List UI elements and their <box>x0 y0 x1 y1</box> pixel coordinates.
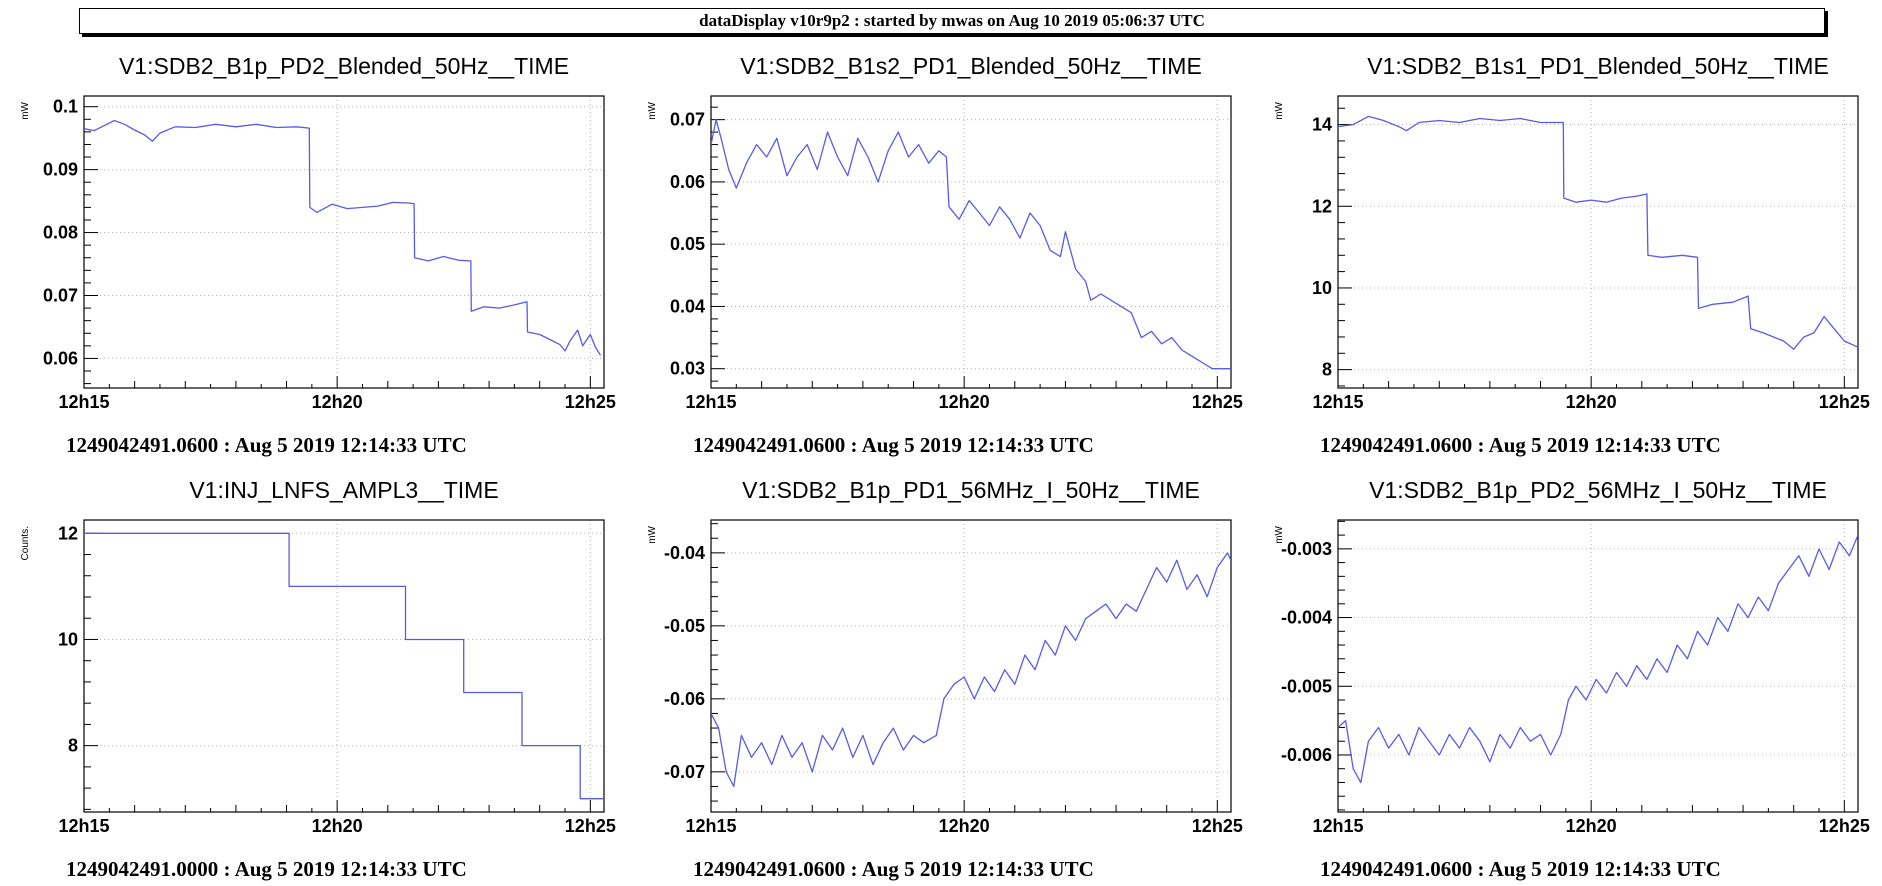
y-tick-label: -0.003 <box>1281 539 1332 559</box>
y-tick-label: 0.07 <box>43 285 78 305</box>
chart-panel: V1:INJ_LNFS_AMPL3__TIME Counts. 12h15 12h20… <box>0 462 627 886</box>
chart-svg: V1:SDB2_B1p_PD1_56MHz_I_50Hz__TIME mW 12h1… <box>647 477 1243 881</box>
x-tick-label: 12h15 <box>1312 392 1363 412</box>
y-tick-label: -0.06 <box>664 689 705 709</box>
series-line <box>711 552 1231 788</box>
gps-timestamp: 1249042491.0600 : Aug 5 2019 12:14:33 UT… <box>1320 433 1721 457</box>
x-tick-label: 12h25 <box>1819 392 1870 412</box>
x-tick-label: 12h20 <box>939 392 990 412</box>
plot-frame <box>1337 95 1859 389</box>
ticks <box>1337 107 1845 388</box>
plot-frame <box>1337 519 1859 813</box>
grid <box>83 96 604 388</box>
y-tick-label: 10 <box>58 629 78 649</box>
series-line <box>1338 115 1858 350</box>
plot-frame <box>710 519 1232 813</box>
y-tick-label: -0.05 <box>664 616 705 636</box>
y-tick-label: 10 <box>1312 278 1332 298</box>
gps-timestamp: 1249042491.0600 : Aug 5 2019 12:14:33 UT… <box>693 433 1094 457</box>
y-tick-label: 0.03 <box>670 359 705 379</box>
chart-panel: V1:SDB2_B1s1_PD1_Blended_50Hz__TIME mW 12h… <box>1254 38 1881 462</box>
y-tick-label: 0.06 <box>670 172 705 192</box>
y-tick-label: 0.04 <box>670 296 705 316</box>
x-tick-label: 12h20 <box>312 392 363 412</box>
x-tick-label: 12h20 <box>1566 392 1617 412</box>
header-title: dataDisplay v10r9p2 : started by mwas on… <box>699 11 1205 30</box>
series-line <box>711 119 1231 370</box>
chart-svg: V1:SDB2_B1s1_PD1_Blended_50Hz__TIME mW 12h… <box>1274 53 1870 457</box>
y-axis-unit-label: mW <box>647 525 658 543</box>
x-tick-label: 12h25 <box>1192 816 1243 836</box>
y-axis-unit-label: mW <box>1274 525 1285 543</box>
x-tick-label: 12h25 <box>565 392 616 412</box>
x-tick-label: 12h15 <box>1312 816 1363 836</box>
y-tick-label: -0.04 <box>664 543 705 563</box>
header-title-bar: dataDisplay v10r9p2 : started by mwas on… <box>79 8 1825 34</box>
chart-title: V1:SDB2_B1p_PD2_56MHz_I_50Hz__TIME <box>1369 477 1827 503</box>
series-line <box>1338 534 1858 784</box>
gps-timestamp: 1249042491.0000 : Aug 5 2019 12:14:33 UT… <box>66 857 467 881</box>
x-tick-label: 12h20 <box>939 816 990 836</box>
y-tick-label: 12 <box>1312 196 1332 216</box>
y-tick-label: 0.1 <box>53 97 78 117</box>
chart-svg: V1:SDB2_B1p_PD2_56MHz_I_50Hz__TIME mW 12h1… <box>1274 477 1870 881</box>
y-axis-unit-label: Counts. <box>20 526 31 560</box>
y-tick-label: 0.08 <box>43 223 78 243</box>
y-tick-label: 12 <box>58 523 78 543</box>
y-tick-label: -0.07 <box>664 762 705 782</box>
series-line <box>84 119 602 356</box>
y-tick-label: 14 <box>1312 115 1332 135</box>
y-tick-label: 0.05 <box>670 234 705 254</box>
chart-panel: V1:SDB2_B1p_PD2_56MHz_I_50Hz__TIME mW 12h1… <box>1254 462 1881 886</box>
x-tick-label: 12h20 <box>1566 816 1617 836</box>
x-tick-label: 12h25 <box>1819 816 1870 836</box>
grid <box>1337 520 1858 812</box>
ticks <box>710 106 1218 388</box>
gps-timestamp: 1249042491.0600 : Aug 5 2019 12:14:33 UT… <box>1320 857 1721 881</box>
chart-title: V1:SDB2_B1s2_PD1_Blended_50Hz__TIME <box>740 53 1202 79</box>
x-tick-label: 12h25 <box>565 816 616 836</box>
series-line <box>84 532 604 800</box>
chart-title: V1:SDB2_B1p_PD1_56MHz_I_50Hz__TIME <box>742 477 1200 503</box>
chart-panel: V1:SDB2_B1p_PD1_56MHz_I_50Hz__TIME mW 12h1… <box>627 462 1254 886</box>
x-tick-label: 12h25 <box>1192 392 1243 412</box>
y-tick-label: -0.004 <box>1281 608 1332 628</box>
chart-panel: V1:SDB2_B1p_PD2_Blended_50Hz__TIME mW 12h1… <box>0 38 627 462</box>
gps-timestamp: 1249042491.0600 : Aug 5 2019 12:14:33 UT… <box>66 433 467 457</box>
y-tick-label: 0.06 <box>43 348 78 368</box>
chart-svg: V1:SDB2_B1p_PD2_Blended_50Hz__TIME mW 12h1… <box>20 53 616 457</box>
y-axis-unit-label: mW <box>20 101 31 119</box>
x-tick-label: 12h15 <box>58 816 109 836</box>
y-tick-label: -0.005 <box>1281 676 1332 696</box>
y-tick-label: 8 <box>1322 360 1332 380</box>
x-tick-label: 12h15 <box>685 816 736 836</box>
grid <box>710 520 1231 812</box>
x-tick-label: 12h15 <box>685 392 736 412</box>
gps-timestamp: 1249042491.0600 : Aug 5 2019 12:14:33 UT… <box>693 857 1094 881</box>
x-tick-label: 12h20 <box>312 816 363 836</box>
chart-svg: V1:INJ_LNFS_AMPL3__TIME Counts. 12h15 12h20… <box>20 477 616 881</box>
chart-title: V1:INJ_LNFS_AMPL3__TIME <box>189 477 498 503</box>
y-axis-unit-label: mW <box>1274 101 1285 119</box>
chart-svg: V1:SDB2_B1s2_PD1_Blended_50Hz__TIME mW 12h… <box>647 53 1243 457</box>
chart-title: V1:SDB2_B1s1_PD1_Blended_50Hz__TIME <box>1367 53 1829 79</box>
plot-frame <box>83 95 605 389</box>
grid <box>1337 96 1858 388</box>
chart-panel: V1:SDB2_B1s2_PD1_Blended_50Hz__TIME mW 12h… <box>627 38 1254 462</box>
grid <box>83 520 604 812</box>
x-tick-label: 12h15 <box>58 392 109 412</box>
plot-frame <box>710 95 1232 389</box>
y-tick-label: 0.09 <box>43 160 78 180</box>
chart-title: V1:SDB2_B1p_PD2_Blended_50Hz__TIME <box>119 53 569 79</box>
y-tick-label: 8 <box>68 736 78 756</box>
ticks <box>1337 520 1845 812</box>
grid <box>710 96 1231 388</box>
ticks <box>83 106 591 388</box>
plot-frame <box>83 519 605 813</box>
y-tick-label: -0.006 <box>1281 745 1332 765</box>
y-axis-unit-label: mW <box>647 101 658 119</box>
y-tick-label: 0.07 <box>670 110 705 130</box>
